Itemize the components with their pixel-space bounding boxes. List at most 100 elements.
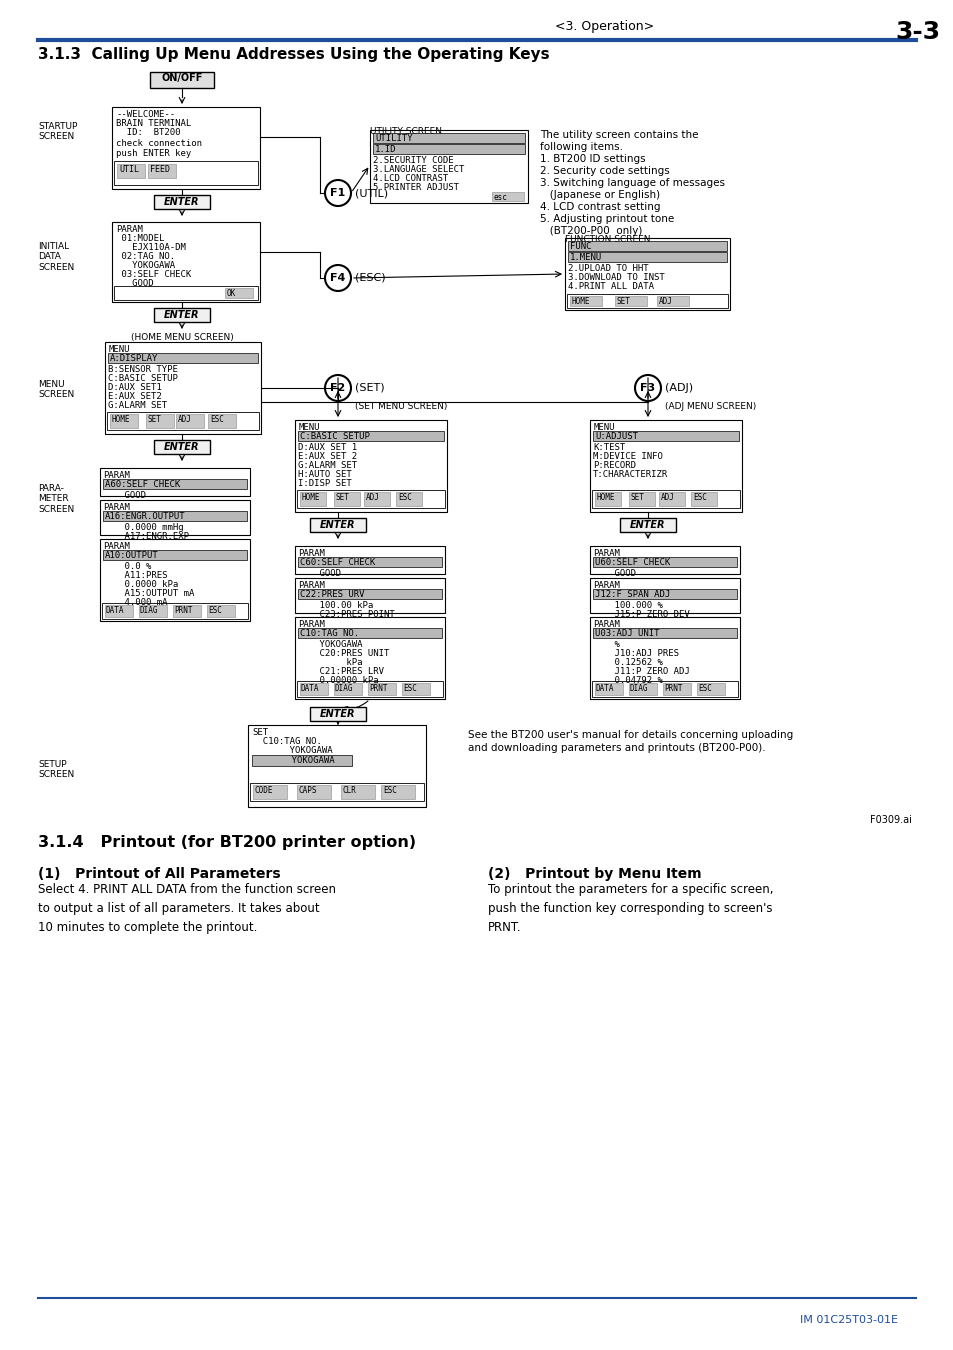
Text: To printout the parameters for a specific screen,
push the function key correspo: To printout the parameters for a specifi…	[488, 883, 773, 934]
Text: E:AUX SET 2: E:AUX SET 2	[297, 452, 356, 460]
Text: and downloading parameters and printouts (BT200-P00).: and downloading parameters and printouts…	[468, 743, 765, 753]
Text: (HOME MENU SCREEN): (HOME MENU SCREEN)	[131, 333, 233, 342]
FancyBboxPatch shape	[595, 683, 622, 695]
Text: 3.LANGUAGE SELECT: 3.LANGUAGE SELECT	[373, 165, 464, 174]
Text: following items.: following items.	[539, 142, 622, 153]
FancyBboxPatch shape	[593, 431, 739, 441]
FancyBboxPatch shape	[299, 491, 326, 506]
FancyBboxPatch shape	[395, 491, 421, 506]
FancyBboxPatch shape	[593, 558, 737, 567]
Text: CODE: CODE	[254, 786, 274, 795]
FancyBboxPatch shape	[566, 294, 727, 308]
FancyBboxPatch shape	[153, 308, 210, 323]
FancyBboxPatch shape	[102, 603, 248, 620]
FancyBboxPatch shape	[368, 683, 395, 695]
Text: ADJ: ADJ	[366, 493, 379, 502]
Text: G:ALARM SET: G:ALARM SET	[108, 401, 167, 410]
Text: 4. LCD contrast setting: 4. LCD contrast setting	[539, 202, 659, 212]
Text: <3. Operation>: <3. Operation>	[555, 20, 654, 32]
Text: J15:P ZERO DEV: J15:P ZERO DEV	[593, 610, 689, 620]
Text: push ENTER key: push ENTER key	[116, 148, 191, 158]
Text: C21:PRES LRV: C21:PRES LRV	[297, 667, 384, 676]
Text: SETUP
SCREEN: SETUP SCREEN	[38, 760, 74, 779]
Text: (2)   Printout by Menu Item: (2) Printout by Menu Item	[488, 867, 700, 882]
Text: SET: SET	[252, 728, 268, 737]
FancyBboxPatch shape	[297, 431, 443, 441]
FancyBboxPatch shape	[628, 491, 655, 506]
Text: PARAM: PARAM	[593, 549, 619, 558]
FancyBboxPatch shape	[248, 725, 426, 807]
FancyBboxPatch shape	[150, 72, 213, 88]
Text: G:ALARM SET: G:ALARM SET	[297, 460, 356, 470]
FancyBboxPatch shape	[294, 578, 444, 613]
Text: 100.000 %: 100.000 %	[593, 601, 662, 610]
FancyBboxPatch shape	[107, 412, 258, 431]
Text: YOKOGAWA: YOKOGAWA	[116, 261, 175, 270]
Text: ESC: ESC	[698, 684, 711, 693]
Text: MENU: MENU	[298, 423, 320, 432]
Text: 1.ID: 1.ID	[375, 144, 396, 154]
Text: STARTUP
SCREEN: STARTUP SCREEN	[38, 122, 77, 142]
Text: 5. Adjusting printout tone: 5. Adjusting printout tone	[539, 215, 674, 224]
Text: PARAM: PARAM	[593, 620, 619, 629]
Text: J11:P ZERO ADJ: J11:P ZERO ADJ	[593, 667, 689, 676]
Text: Select 4. PRINT ALL DATA from the function screen
to output a list of all parame: Select 4. PRINT ALL DATA from the functi…	[38, 883, 335, 934]
FancyBboxPatch shape	[153, 194, 210, 209]
Text: MENU: MENU	[594, 423, 615, 432]
Text: 0.0000 mmHg: 0.0000 mmHg	[103, 522, 183, 532]
Text: 3. Switching language of messages: 3. Switching language of messages	[539, 178, 724, 188]
Text: ESC: ESC	[402, 684, 416, 693]
FancyBboxPatch shape	[370, 130, 527, 202]
Text: PRNT: PRNT	[369, 684, 387, 693]
Text: ESC: ESC	[210, 414, 224, 424]
Text: ENTER: ENTER	[164, 310, 199, 320]
Text: SET: SET	[630, 493, 644, 502]
Text: A16:ENGR.OUTPUT: A16:ENGR.OUTPUT	[105, 512, 186, 521]
Text: I:DISP SET: I:DISP SET	[297, 479, 352, 487]
FancyBboxPatch shape	[112, 107, 260, 189]
Text: IM 01C25T03-01E: IM 01C25T03-01E	[800, 1315, 897, 1324]
Text: ADJ: ADJ	[178, 414, 192, 424]
Text: PARAM: PARAM	[297, 620, 325, 629]
FancyBboxPatch shape	[567, 252, 726, 262]
Text: EJX110A-DM: EJX110A-DM	[116, 243, 186, 252]
Text: U:ADJUST: U:ADJUST	[595, 432, 638, 441]
Text: ESC: ESC	[208, 606, 222, 616]
Text: F0309.ai: F0309.ai	[869, 815, 911, 825]
Text: 100.00 kPa: 100.00 kPa	[297, 601, 373, 610]
Text: HOME: HOME	[572, 297, 590, 306]
FancyBboxPatch shape	[175, 414, 204, 428]
Text: --WELCOME--: --WELCOME--	[116, 109, 175, 119]
FancyBboxPatch shape	[593, 589, 737, 599]
Text: ENTER: ENTER	[164, 197, 199, 207]
Text: U60:SELF CHECK: U60:SELF CHECK	[595, 558, 670, 567]
FancyBboxPatch shape	[373, 144, 524, 154]
Text: GOOD: GOOD	[116, 279, 153, 288]
FancyBboxPatch shape	[208, 414, 235, 428]
FancyBboxPatch shape	[297, 558, 441, 567]
Text: 3.1.3  Calling Up Menu Addresses Using the Operating Keys: 3.1.3 Calling Up Menu Addresses Using th…	[38, 47, 549, 62]
Text: HOME: HOME	[597, 493, 615, 502]
Text: 0.12562 %: 0.12562 %	[593, 657, 662, 667]
Text: 2.SECURITY CODE: 2.SECURITY CODE	[373, 157, 453, 165]
Text: ESC: ESC	[692, 493, 706, 502]
Text: ID:  BT200: ID: BT200	[116, 128, 180, 136]
Text: U03:ADJ UNIT: U03:ADJ UNIT	[595, 629, 659, 639]
Text: DATA: DATA	[301, 684, 319, 693]
Text: 03:SELF CHECK: 03:SELF CHECK	[116, 270, 191, 279]
FancyBboxPatch shape	[103, 549, 247, 560]
FancyBboxPatch shape	[364, 491, 390, 506]
FancyBboxPatch shape	[294, 545, 444, 574]
Text: MENU
SCREEN: MENU SCREEN	[38, 379, 74, 400]
Text: (ADJ): (ADJ)	[664, 383, 693, 393]
Text: SET: SET	[617, 297, 630, 306]
Text: CAPS: CAPS	[298, 786, 317, 795]
Text: DIAG: DIAG	[629, 684, 648, 693]
Text: 5.PRINTER ADJUST: 5.PRINTER ADJUST	[373, 184, 458, 192]
FancyBboxPatch shape	[113, 161, 257, 185]
FancyBboxPatch shape	[592, 680, 738, 697]
Text: PARAM: PARAM	[593, 580, 619, 590]
Text: PARAM: PARAM	[116, 225, 143, 234]
Text: PARAM: PARAM	[297, 549, 325, 558]
Text: PRNT: PRNT	[173, 606, 193, 616]
